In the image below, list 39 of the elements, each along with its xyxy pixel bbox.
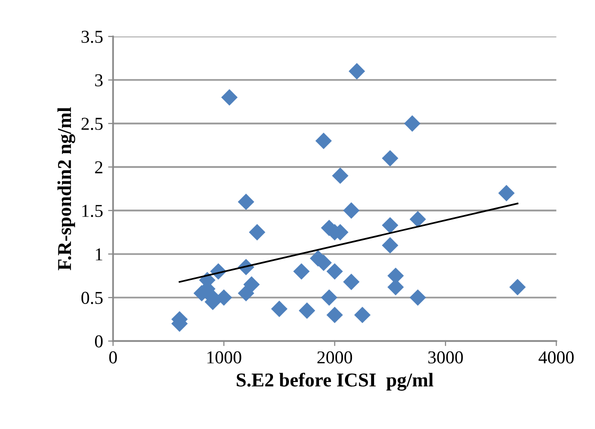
point: [382, 150, 398, 167]
point: [382, 217, 398, 234]
point: [221, 89, 238, 106]
point: [243, 276, 260, 293]
point: [343, 274, 360, 290]
x-tick-label: 4000: [538, 351, 574, 364]
y-tick-label: 2.5: [82, 118, 103, 130]
y-tick-label: 1.5: [82, 204, 103, 218]
y-tick-label: 1: [96, 248, 102, 260]
y-tick-label: 0: [94, 335, 103, 348]
y-axis-title: F.R-spondin2 ng/ml: [57, 107, 76, 270]
point: [348, 63, 366, 80]
point: [410, 211, 426, 228]
y-tick-label: 0.5: [81, 292, 103, 304]
y-tick-label: 3: [95, 74, 103, 86]
point: [343, 202, 360, 219]
point: [238, 194, 254, 210]
point: [326, 263, 343, 280]
point: [382, 237, 398, 254]
point: [498, 184, 515, 202]
point: [320, 289, 338, 306]
point: [410, 289, 426, 306]
x-tick-label: 3000: [428, 351, 463, 364]
point: [271, 300, 288, 318]
point: [315, 132, 332, 150]
point: [509, 278, 526, 296]
point: [293, 263, 310, 280]
x-tick-label: 2000: [317, 351, 352, 364]
point: [326, 306, 343, 324]
point: [404, 115, 420, 132]
x-axis-title: S.E2 before ICSI pg/ml: [236, 372, 434, 391]
point: [248, 224, 266, 240]
point: [332, 167, 348, 184]
x-tick-label: 1000: [207, 351, 242, 364]
y-tick-label: 2: [95, 161, 102, 174]
point: [354, 306, 371, 324]
x-tick-label: 0: [109, 351, 117, 364]
point: [298, 302, 316, 319]
y-tick-label: 3.5: [82, 30, 103, 43]
